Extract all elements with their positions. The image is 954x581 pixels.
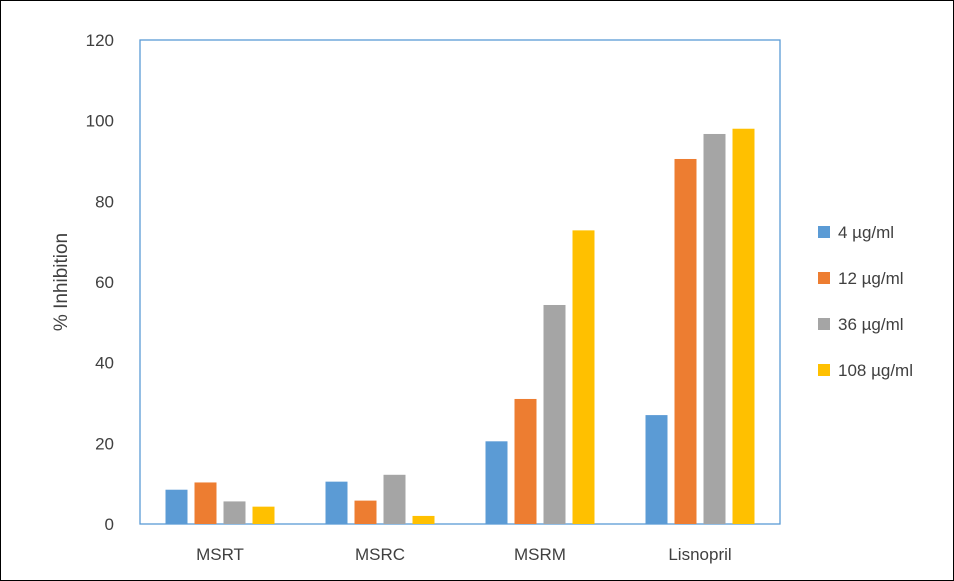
y-tick-label: 80 — [95, 192, 114, 211]
legend-label: 36 µg/ml — [838, 315, 904, 334]
bar — [223, 501, 246, 524]
y-tick-label: 100 — [86, 112, 114, 131]
y-tick-label: 0 — [105, 515, 114, 534]
bar — [412, 515, 435, 524]
bar — [674, 158, 697, 524]
legend-swatch — [818, 272, 830, 284]
bar — [325, 481, 348, 524]
bar — [165, 489, 188, 524]
bar — [732, 128, 755, 524]
bar — [485, 441, 508, 524]
x-tick-label: MSRC — [355, 545, 405, 564]
bar — [703, 133, 726, 524]
bar — [383, 474, 406, 524]
y-tick-label: 60 — [95, 273, 114, 292]
legend-label: 12 µg/ml — [838, 269, 904, 288]
bar — [194, 482, 217, 524]
x-tick-label: Lisnopril — [668, 545, 731, 564]
y-tick-label: 120 — [86, 31, 114, 50]
legend-label: 4 µg/ml — [838, 223, 894, 242]
bar — [543, 304, 566, 524]
legend-swatch — [818, 318, 830, 330]
plot-area — [139, 39, 781, 525]
legend-label: 108 µg/ml — [838, 361, 913, 380]
y-axis-label: % Inhibition — [51, 233, 72, 331]
legend-swatch — [818, 226, 830, 238]
bar — [514, 398, 537, 524]
y-tick-label: 40 — [95, 354, 114, 373]
bar — [354, 500, 377, 524]
y-tick-label: 20 — [95, 434, 114, 453]
x-tick-label: MSRM — [514, 545, 566, 564]
bar — [572, 230, 595, 524]
bar — [645, 415, 668, 524]
bar — [252, 506, 275, 524]
legend-swatch — [818, 364, 830, 376]
x-tick-label: MSRT — [196, 545, 244, 564]
